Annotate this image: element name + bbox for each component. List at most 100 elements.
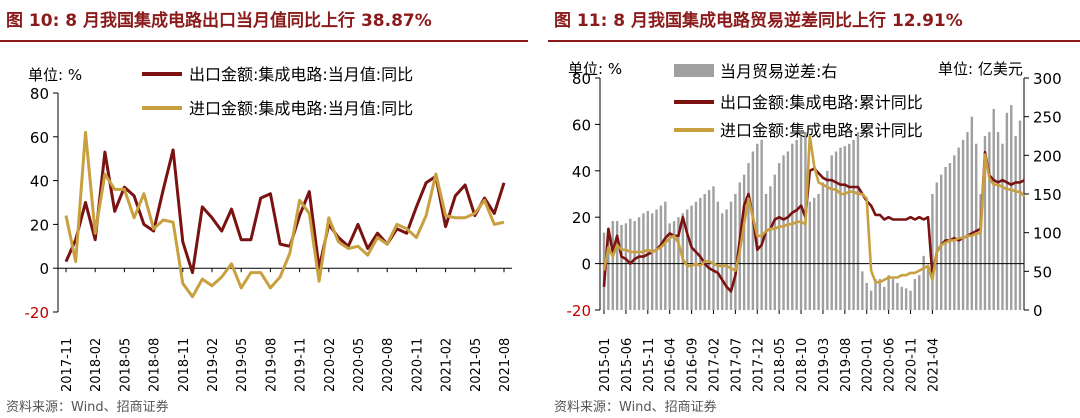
right-tick-label: 0: [1033, 302, 1043, 320]
bar: [975, 143, 978, 310]
figure-11-title-rule: [548, 40, 1080, 42]
bar: [668, 223, 671, 310]
bar: [883, 286, 886, 310]
bar: [922, 255, 925, 310]
x-tick-label: 2017-11: [60, 338, 75, 392]
bar: [961, 139, 965, 310]
bar: [852, 139, 855, 310]
x-tick-label: 2017-02: [707, 338, 722, 392]
x-tick-label: 2020-11: [410, 338, 425, 392]
unit-label: 单位: %: [28, 66, 82, 84]
bar: [948, 163, 952, 310]
bar: [808, 201, 812, 310]
bar: [681, 213, 685, 310]
bar: [751, 151, 755, 310]
bar: [655, 209, 658, 310]
figure-10-title: 图 10: 8 月我国集成电路出口当月值同比上行 38.87%: [6, 11, 432, 31]
left-tick-label: -20: [567, 302, 592, 320]
bar: [756, 143, 759, 310]
bar: [624, 223, 628, 310]
bar: [742, 174, 746, 310]
bar: [659, 205, 663, 310]
bar: [703, 194, 706, 310]
legend-label-line: 出口金额:集成电路:累计同比: [720, 93, 923, 112]
y-tick-label: 60: [30, 129, 49, 147]
bar: [633, 221, 636, 310]
bar: [834, 151, 838, 310]
legend-label-bar: 当月贸易逆差:右: [720, 62, 837, 81]
bar: [939, 174, 943, 310]
y-tick-label: 40: [30, 173, 49, 191]
bar: [826, 170, 829, 310]
bar: [861, 271, 864, 310]
series-line: [64, 130, 505, 299]
bar: [900, 286, 903, 310]
bar: [721, 213, 724, 310]
bar: [843, 146, 847, 310]
bar: [650, 213, 654, 310]
legend-label: 出口金额:集成电路:当月值:同比: [189, 65, 413, 84]
bar: [812, 197, 816, 310]
bar: [970, 116, 974, 311]
figure-10-chart: -20 0 20 40 60 80 2017-11 2018-02 2018-05 2018-08…: [25, 65, 514, 392]
bar: [773, 174, 776, 310]
x-tick-label: 2020-02: [323, 338, 338, 392]
right-tick-label: 50: [1033, 263, 1052, 281]
bar: [992, 108, 995, 310]
x-tick-label: 2019-08: [839, 338, 854, 392]
x-tick-label: 2021-08: [498, 338, 513, 392]
bar: [764, 194, 768, 310]
x-tick-label: 2019-11: [294, 338, 309, 392]
bar: [856, 132, 860, 310]
x-tick-label: 2018-11: [177, 338, 192, 392]
figure-10-source: 资料来源：Wind、招商证券: [6, 400, 169, 415]
bar: [931, 194, 934, 310]
bar: [611, 221, 614, 310]
bar: [874, 279, 877, 310]
bar: [694, 201, 698, 310]
legend-swatch-bar: [674, 64, 714, 77]
bar: [896, 282, 899, 310]
legend-label-line: 进口金额:集成电路:累计同比: [720, 121, 923, 140]
bar: [607, 236, 610, 310]
bar: [642, 213, 645, 310]
x-tick-label: 2020-05: [352, 338, 367, 392]
y-tick-label: -20: [25, 304, 50, 322]
bar: [615, 221, 619, 310]
x-tick-label: 2017-07: [729, 338, 744, 392]
left-unit-label: 单位: %: [568, 60, 622, 78]
bar: [699, 197, 702, 310]
bar: [786, 151, 790, 310]
x-tick-label: 2019-02: [206, 338, 221, 392]
bar: [777, 163, 781, 310]
x-tick-label: 2019-03: [817, 338, 832, 392]
x-tick-label: 2018-10: [795, 338, 810, 392]
bar: [729, 201, 733, 310]
bar: [1001, 143, 1004, 310]
x-tick-label: 2018-05: [773, 338, 788, 392]
left-tick-label: 60: [572, 116, 591, 134]
right-tick-label: 250: [1033, 109, 1062, 127]
figure-10-panel: 图 10: 8 月我国集成电路出口当月值同比上行 38.87% -20 0 20 40…: [0, 0, 528, 418]
bar: [944, 166, 947, 310]
x-tick-label: 2019-05: [235, 338, 250, 392]
x-tick-label: 2018-05: [118, 338, 133, 392]
y-tick-label: 20: [30, 216, 49, 234]
bar: [782, 155, 785, 310]
left-tick-label: 80: [572, 70, 591, 88]
bar: [913, 279, 917, 310]
right-unit-label: 单位: 亿美元: [938, 60, 1023, 78]
bar: [891, 279, 895, 310]
left-tick-label: 20: [572, 209, 591, 227]
bar: [725, 209, 728, 310]
x-tick-label: 2021-05: [469, 338, 484, 392]
bar: [620, 224, 623, 310]
x-tick-label: 2020-06: [883, 338, 898, 392]
bar-series-trade-deficit: [602, 105, 1022, 311]
figure-11-panel: 图 11: 8 月我国集成电路贸易逆差同比上行 12.91% -20 0 20 40 6…: [548, 0, 1080, 418]
bar: [795, 139, 798, 310]
bar: [983, 136, 987, 310]
x-tick-label: 2018-08: [148, 338, 163, 392]
x-tick-label: 2015-06: [620, 338, 635, 392]
bar: [690, 205, 693, 310]
